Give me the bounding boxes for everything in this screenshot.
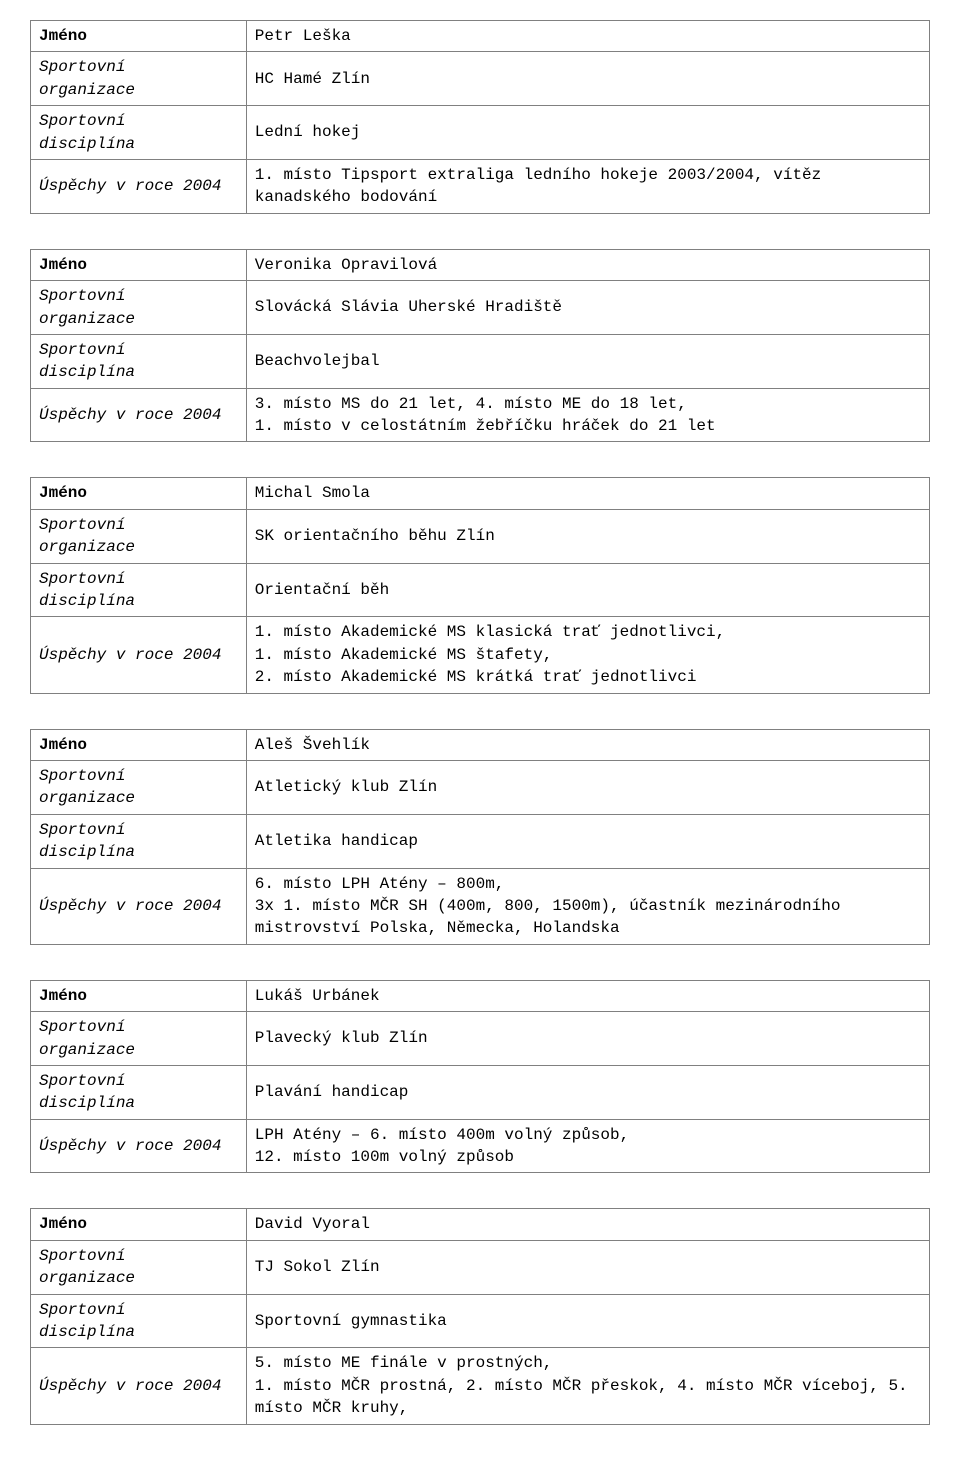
table-row: Sportovní organizaceHC Hamé Zlín — [31, 52, 930, 106]
table-row: Úspěchy v roce 20046. místo LPH Atény – … — [31, 868, 930, 944]
achievements-label: Úspěchy v roce 2004 — [31, 159, 247, 213]
name-label: Jméno — [31, 21, 247, 52]
org-label: Sportovní organizace — [31, 1240, 247, 1294]
achievements-value: LPH Atény – 6. místo 400m volný způsob, … — [246, 1119, 929, 1173]
name-label: Jméno — [31, 1209, 247, 1240]
discipline-label: Sportovní disciplína — [31, 334, 247, 388]
name-value: Aleš Švehlík — [246, 729, 929, 760]
discipline-value: Lední hokej — [246, 106, 929, 160]
name-value: Veronika Opravilová — [246, 249, 929, 280]
table-row: JménoDavid Vyoral — [31, 1209, 930, 1240]
achievements-label: Úspěchy v roce 2004 — [31, 388, 247, 442]
org-label: Sportovní organizace — [31, 760, 247, 814]
name-label: Jméno — [31, 980, 247, 1011]
org-label: Sportovní organizace — [31, 52, 247, 106]
name-value: Petr Leška — [246, 21, 929, 52]
name-label: Jméno — [31, 249, 247, 280]
table-row: Úspěchy v roce 20041. místo Akademické M… — [31, 617, 930, 693]
org-label: Sportovní organizace — [31, 281, 247, 335]
athlete-card: JménoVeronika OpravilováSportovní organi… — [30, 249, 930, 443]
table-row: Sportovní organizaceTJ Sokol Zlín — [31, 1240, 930, 1294]
discipline-value: Beachvolejbal — [246, 334, 929, 388]
achievements-value: 5. místo ME finále v prostných, 1. místo… — [246, 1348, 929, 1424]
athlete-cards-container: JménoPetr LeškaSportovní organizaceHC Ha… — [30, 20, 930, 1425]
table-row: Sportovní disciplínaSportovní gymnastika — [31, 1294, 930, 1348]
table-row: Sportovní organizaceSK orientačního běhu… — [31, 509, 930, 563]
table-row: Sportovní disciplínaAtletika handicap — [31, 814, 930, 868]
org-label: Sportovní organizace — [31, 1012, 247, 1066]
table-row: Sportovní disciplínaPlavání handicap — [31, 1065, 930, 1119]
name-label: Jméno — [31, 729, 247, 760]
discipline-label: Sportovní disciplína — [31, 106, 247, 160]
discipline-label: Sportovní disciplína — [31, 563, 247, 617]
athlete-card: JménoAleš ŠvehlíkSportovní organizaceAtl… — [30, 729, 930, 945]
discipline-value: Atletika handicap — [246, 814, 929, 868]
name-label: Jméno — [31, 478, 247, 509]
org-value: HC Hamé Zlín — [246, 52, 929, 106]
athlete-card: JménoPetr LeškaSportovní organizaceHC Ha… — [30, 20, 930, 214]
table-row: Úspěchy v roce 20045. místo ME finále v … — [31, 1348, 930, 1424]
discipline-label: Sportovní disciplína — [31, 1294, 247, 1348]
org-value: Slovácká Slávia Uherské Hradiště — [246, 281, 929, 335]
athlete-card: JménoDavid VyoralSportovní organizaceTJ … — [30, 1208, 930, 1424]
table-row: JménoLukáš Urbánek — [31, 980, 930, 1011]
achievements-value: 6. místo LPH Atény – 800m, 3x 1. místo M… — [246, 868, 929, 944]
achievements-label: Úspěchy v roce 2004 — [31, 617, 247, 693]
table-row: JménoPetr Leška — [31, 21, 930, 52]
org-label: Sportovní organizace — [31, 509, 247, 563]
name-value: Michal Smola — [246, 478, 929, 509]
achievements-label: Úspěchy v roce 2004 — [31, 868, 247, 944]
table-row: Sportovní organizacePlavecký klub Zlín — [31, 1012, 930, 1066]
table-row: JménoVeronika Opravilová — [31, 249, 930, 280]
achievements-label: Úspěchy v roce 2004 — [31, 1348, 247, 1424]
table-row: Úspěchy v roce 2004 3. místo MS do 21 le… — [31, 388, 930, 442]
table-row: Úspěchy v roce 2004 LPH Atény – 6. místo… — [31, 1119, 930, 1173]
athlete-card: JménoMichal SmolaSportovní organizaceSK … — [30, 477, 930, 693]
org-value: Atletický klub Zlín — [246, 760, 929, 814]
discipline-value: Sportovní gymnastika — [246, 1294, 929, 1348]
achievements-value: 1. místo Akademické MS klasická trať jed… — [246, 617, 929, 693]
table-row: JménoAleš Švehlík — [31, 729, 930, 760]
table-row: Sportovní disciplínaBeachvolejbal — [31, 334, 930, 388]
achievements-value: 3. místo MS do 21 let, 4. místo ME do 18… — [246, 388, 929, 442]
org-value: TJ Sokol Zlín — [246, 1240, 929, 1294]
table-row: Úspěchy v roce 20041. místo Tipsport ext… — [31, 159, 930, 213]
table-row: Sportovní disciplínaLední hokej — [31, 106, 930, 160]
org-value: Plavecký klub Zlín — [246, 1012, 929, 1066]
athlete-card: JménoLukáš UrbánekSportovní organizacePl… — [30, 980, 930, 1174]
achievements-value: 1. místo Tipsport extraliga ledního hoke… — [246, 159, 929, 213]
achievements-label: Úspěchy v roce 2004 — [31, 1119, 247, 1173]
discipline-value: Orientační běh — [246, 563, 929, 617]
org-value: SK orientačního běhu Zlín — [246, 509, 929, 563]
discipline-value: Plavání handicap — [246, 1065, 929, 1119]
discipline-label: Sportovní disciplína — [31, 1065, 247, 1119]
name-value: Lukáš Urbánek — [246, 980, 929, 1011]
table-row: JménoMichal Smola — [31, 478, 930, 509]
table-row: Sportovní organizaceSlovácká Slávia Uher… — [31, 281, 930, 335]
table-row: Sportovní organizaceAtletický klub Zlín — [31, 760, 930, 814]
table-row: Sportovní disciplínaOrientační běh — [31, 563, 930, 617]
discipline-label: Sportovní disciplína — [31, 814, 247, 868]
name-value: David Vyoral — [246, 1209, 929, 1240]
